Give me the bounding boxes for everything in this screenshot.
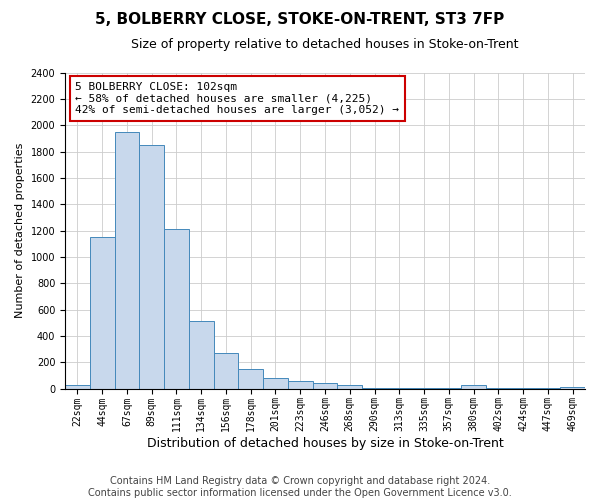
Bar (90, 237, 115, 388)
Bar (65, 384, 90, 388)
Bar (263, 378, 288, 388)
Bar (461, 386, 486, 388)
Bar (238, 369, 263, 388)
Text: 5, BOLBERRY CLOSE, STOKE-ON-TRENT, ST3 7FP: 5, BOLBERRY CLOSE, STOKE-ON-TRENT, ST3 7… (95, 12, 505, 28)
Text: 5 BOLBERRY CLOSE: 102sqm
← 58% of detached houses are smaller (4,225)
42% of sem: 5 BOLBERRY CLOSE: 102sqm ← 58% of detach… (76, 82, 400, 115)
Bar (288, 382, 313, 388)
Bar (164, 229, 189, 388)
X-axis label: Distribution of detached houses by size in Stoke-on-Trent: Distribution of detached houses by size … (146, 437, 503, 450)
Bar (313, 384, 337, 388)
Text: Contains HM Land Registry data © Crown copyright and database right 2024.
Contai: Contains HM Land Registry data © Crown c… (88, 476, 512, 498)
Bar (189, 322, 214, 388)
Bar (560, 386, 585, 388)
Bar (214, 353, 238, 388)
Y-axis label: Number of detached properties: Number of detached properties (15, 143, 25, 318)
Bar (139, 145, 164, 388)
Title: Size of property relative to detached houses in Stoke-on-Trent: Size of property relative to detached ho… (131, 38, 519, 51)
Bar (115, 132, 139, 388)
Bar (337, 384, 362, 388)
